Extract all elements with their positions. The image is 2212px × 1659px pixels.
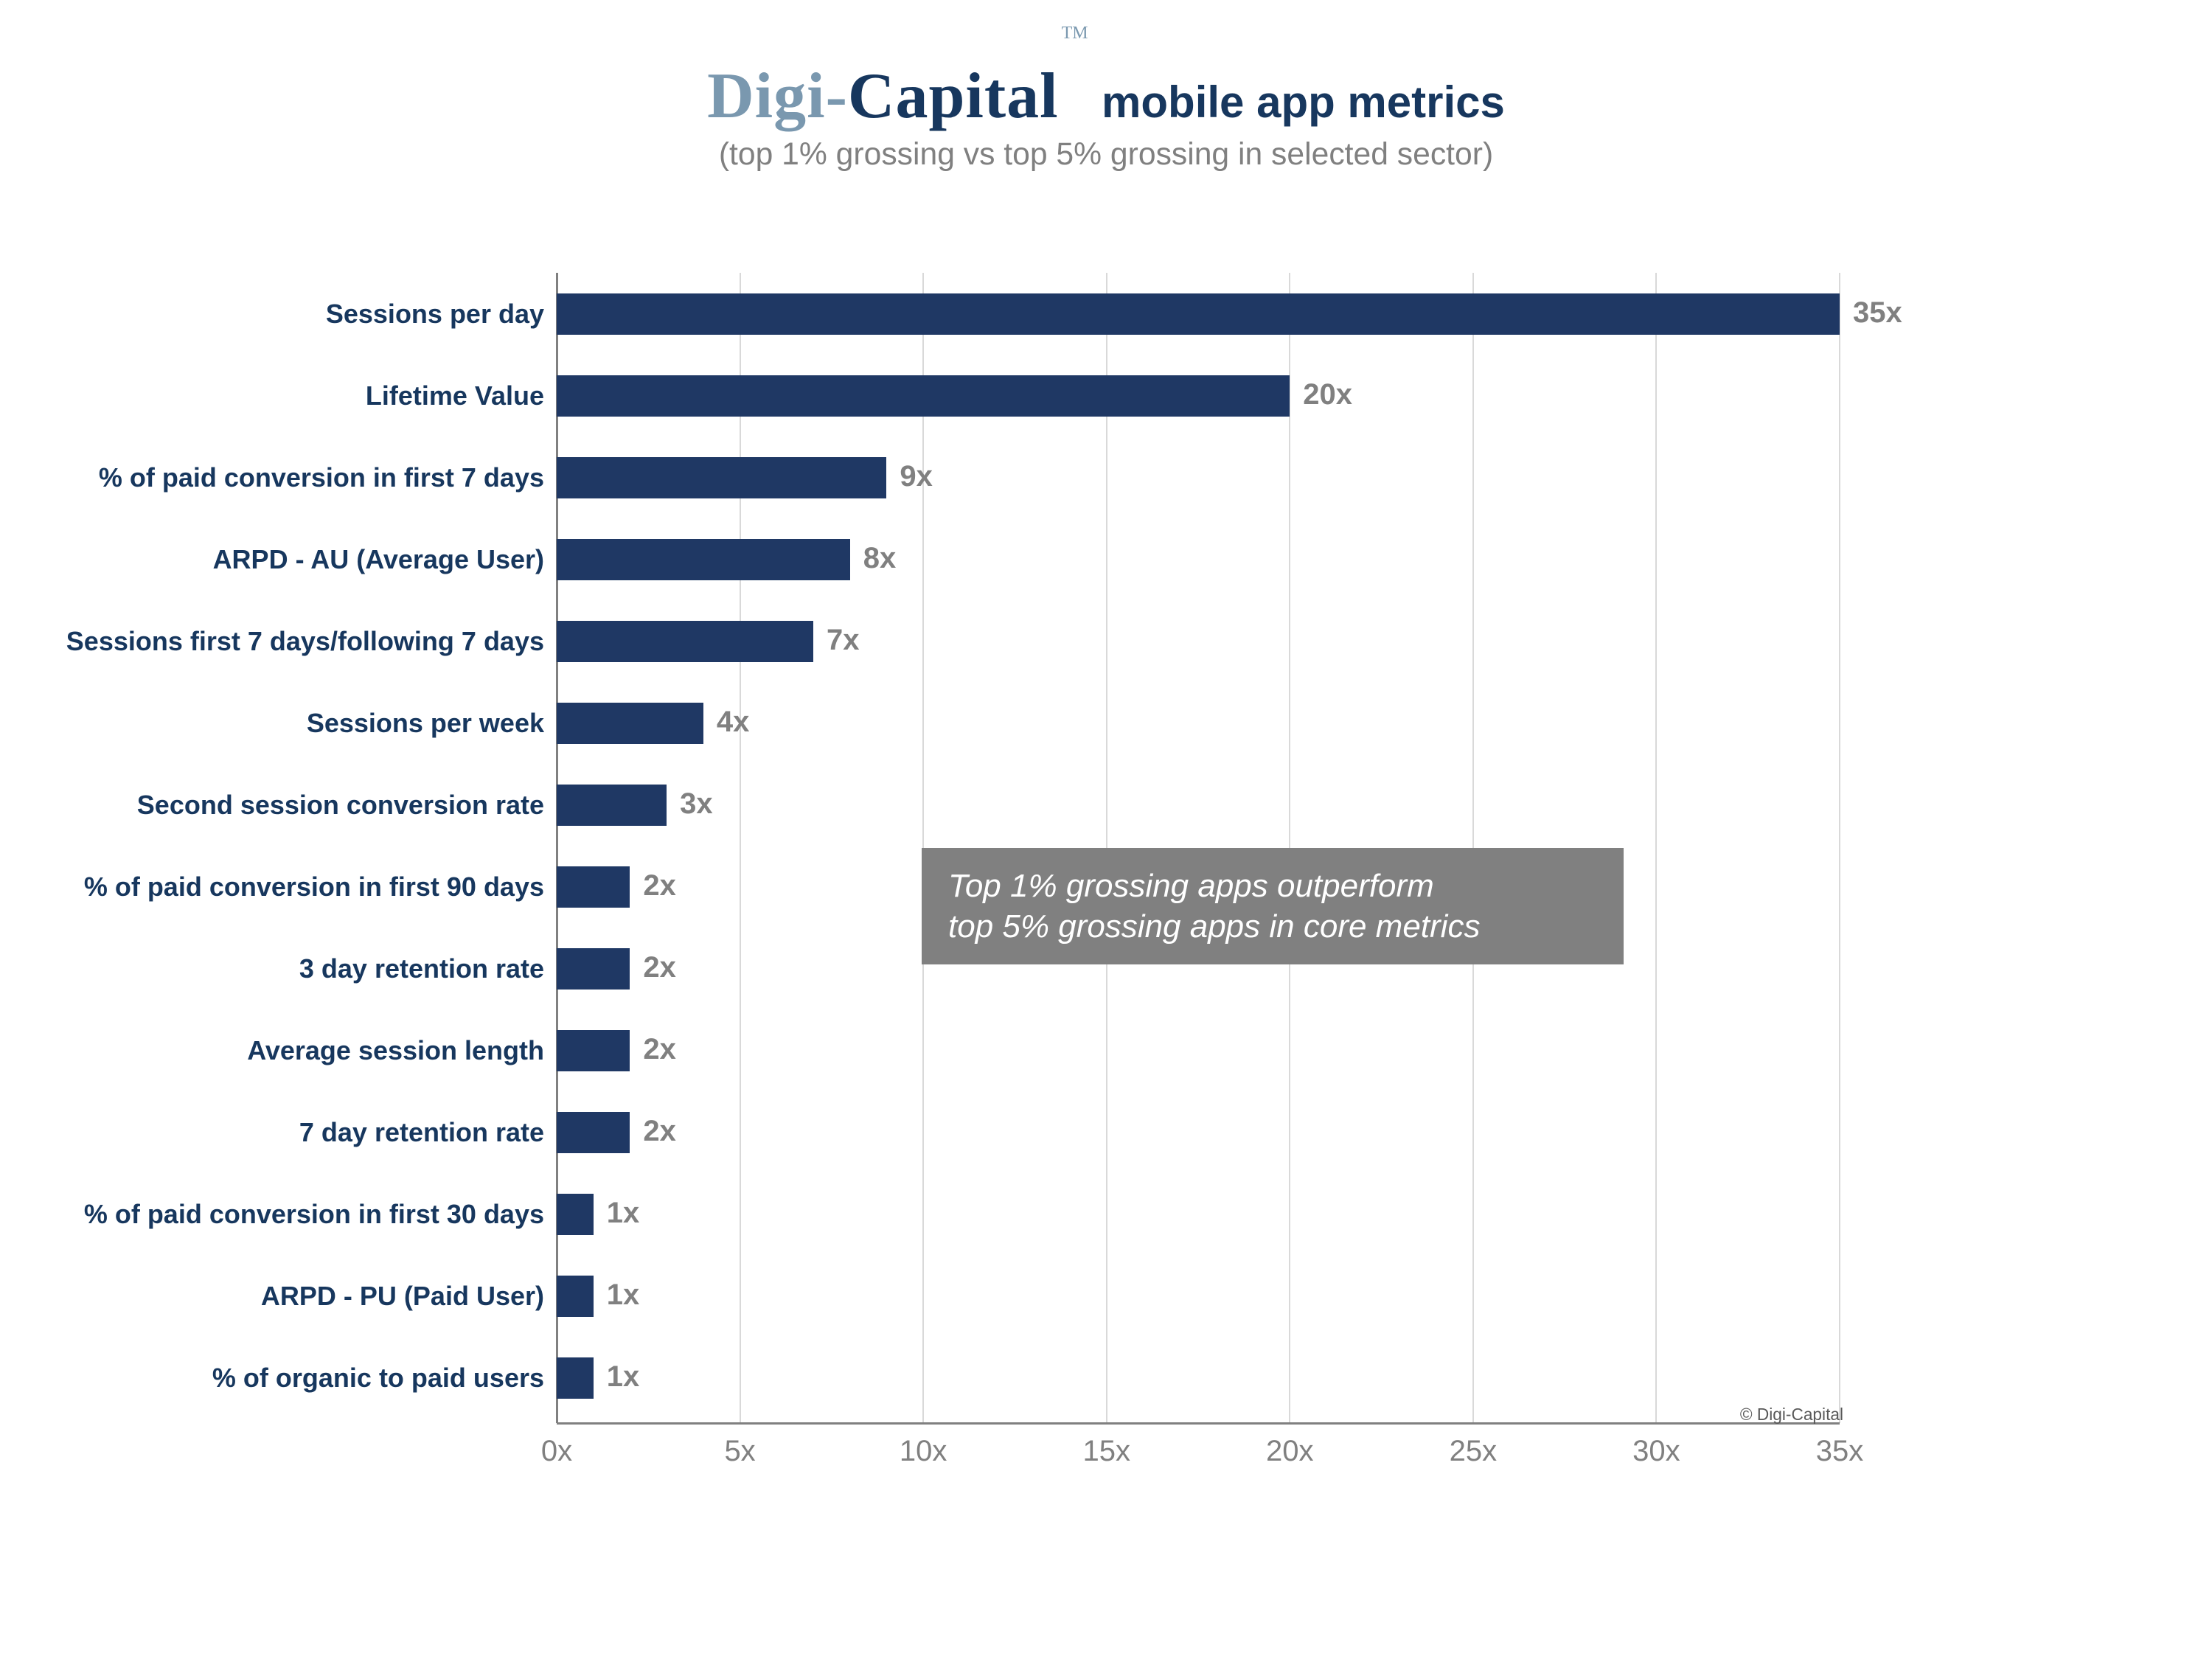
bar-value-label: 9x: [900, 460, 933, 493]
category-label: 3 day retention rate: [15, 953, 544, 984]
bar: [557, 703, 703, 744]
x-tick-label: 0x: [512, 1435, 601, 1468]
callout-line-2: top 5% grossing apps in core metrics: [948, 906, 1597, 947]
brand-suffix: Capital: [848, 60, 1059, 132]
bar-value-label: 20x: [1303, 378, 1352, 411]
subtitle: (top 1% grossing vs top 5% grossing in s…: [0, 136, 2212, 173]
title-rest: mobile app metrics: [1088, 77, 1505, 127]
page-root: Digi-CapitalTM mobile app metrics (top 1…: [0, 0, 2212, 1659]
bar-value-label: 35x: [1853, 296, 1902, 330]
bar-value-label: 4x: [717, 706, 750, 739]
x-tick-label: 10x: [879, 1435, 967, 1468]
bar: [557, 785, 667, 826]
grid-line: [740, 273, 741, 1423]
bar: [557, 1276, 594, 1317]
bar: [557, 375, 1290, 417]
brand-dash: -: [826, 60, 848, 132]
grid-line: [1655, 273, 1657, 1423]
x-tick-label: 30x: [1612, 1435, 1700, 1468]
brand-prefix: Digi: [707, 60, 825, 132]
category-label: ARPD - PU (Paid User): [15, 1281, 544, 1312]
brand-line: Digi-CapitalTM mobile app metrics: [0, 59, 2212, 133]
category-label: Lifetime Value: [15, 380, 544, 411]
bar-value-label: 3x: [680, 787, 713, 821]
bar: [557, 866, 630, 908]
category-label: Sessions per week: [15, 708, 544, 739]
category-label: Second session conversion rate: [15, 790, 544, 821]
bar: [557, 457, 886, 498]
x-tick-label: 35x: [1795, 1435, 1884, 1468]
bar-value-label: 2x: [643, 951, 676, 984]
category-label: % of organic to paid users: [15, 1363, 544, 1394]
category-label: % of paid conversion in first 30 days: [15, 1199, 544, 1230]
bar: [557, 1357, 594, 1399]
bar-value-label: 2x: [643, 869, 676, 902]
bar-value-label: 1x: [607, 1279, 640, 1312]
bar-value-label: 7x: [827, 624, 860, 657]
x-tick-label: 15x: [1062, 1435, 1151, 1468]
y-axis: [556, 273, 558, 1423]
x-tick-label: 25x: [1429, 1435, 1517, 1468]
bar: [557, 1194, 594, 1235]
bar-value-label: 1x: [607, 1197, 640, 1230]
bar-value-label: 2x: [643, 1033, 676, 1066]
x-tick-label: 5x: [696, 1435, 785, 1468]
x-axis: [557, 1422, 1840, 1425]
bar: [557, 621, 813, 662]
bar: [557, 539, 850, 580]
grid-line: [1839, 273, 1840, 1423]
x-tick-label: 20x: [1245, 1435, 1334, 1468]
bar-value-label: 2x: [643, 1115, 676, 1148]
title-block: Digi-CapitalTM mobile app metrics (top 1…: [0, 59, 2212, 173]
category-label: Sessions per day: [15, 299, 544, 330]
category-label: Sessions first 7 days/following 7 days: [15, 626, 544, 657]
brand-tm: TM: [1062, 24, 1088, 43]
bar: [557, 1112, 630, 1153]
bar: [557, 1030, 630, 1071]
copyright: © Digi-Capital: [1696, 1405, 1843, 1425]
bar: [557, 948, 630, 990]
callout-box: Top 1% grossing apps outperform top 5% g…: [922, 848, 1624, 964]
category-label: % of paid conversion in first 90 days: [15, 872, 544, 902]
category-label: ARPD - AU (Average User): [15, 544, 544, 575]
bar: [557, 293, 1840, 335]
bar-value-label: 8x: [863, 542, 897, 575]
bar-value-label: 1x: [607, 1360, 640, 1394]
category-label: % of paid conversion in first 7 days: [15, 462, 544, 493]
category-label: Average session length: [15, 1035, 544, 1066]
callout-line-1: Top 1% grossing apps outperform: [948, 866, 1597, 906]
category-label: 7 day retention rate: [15, 1117, 544, 1148]
